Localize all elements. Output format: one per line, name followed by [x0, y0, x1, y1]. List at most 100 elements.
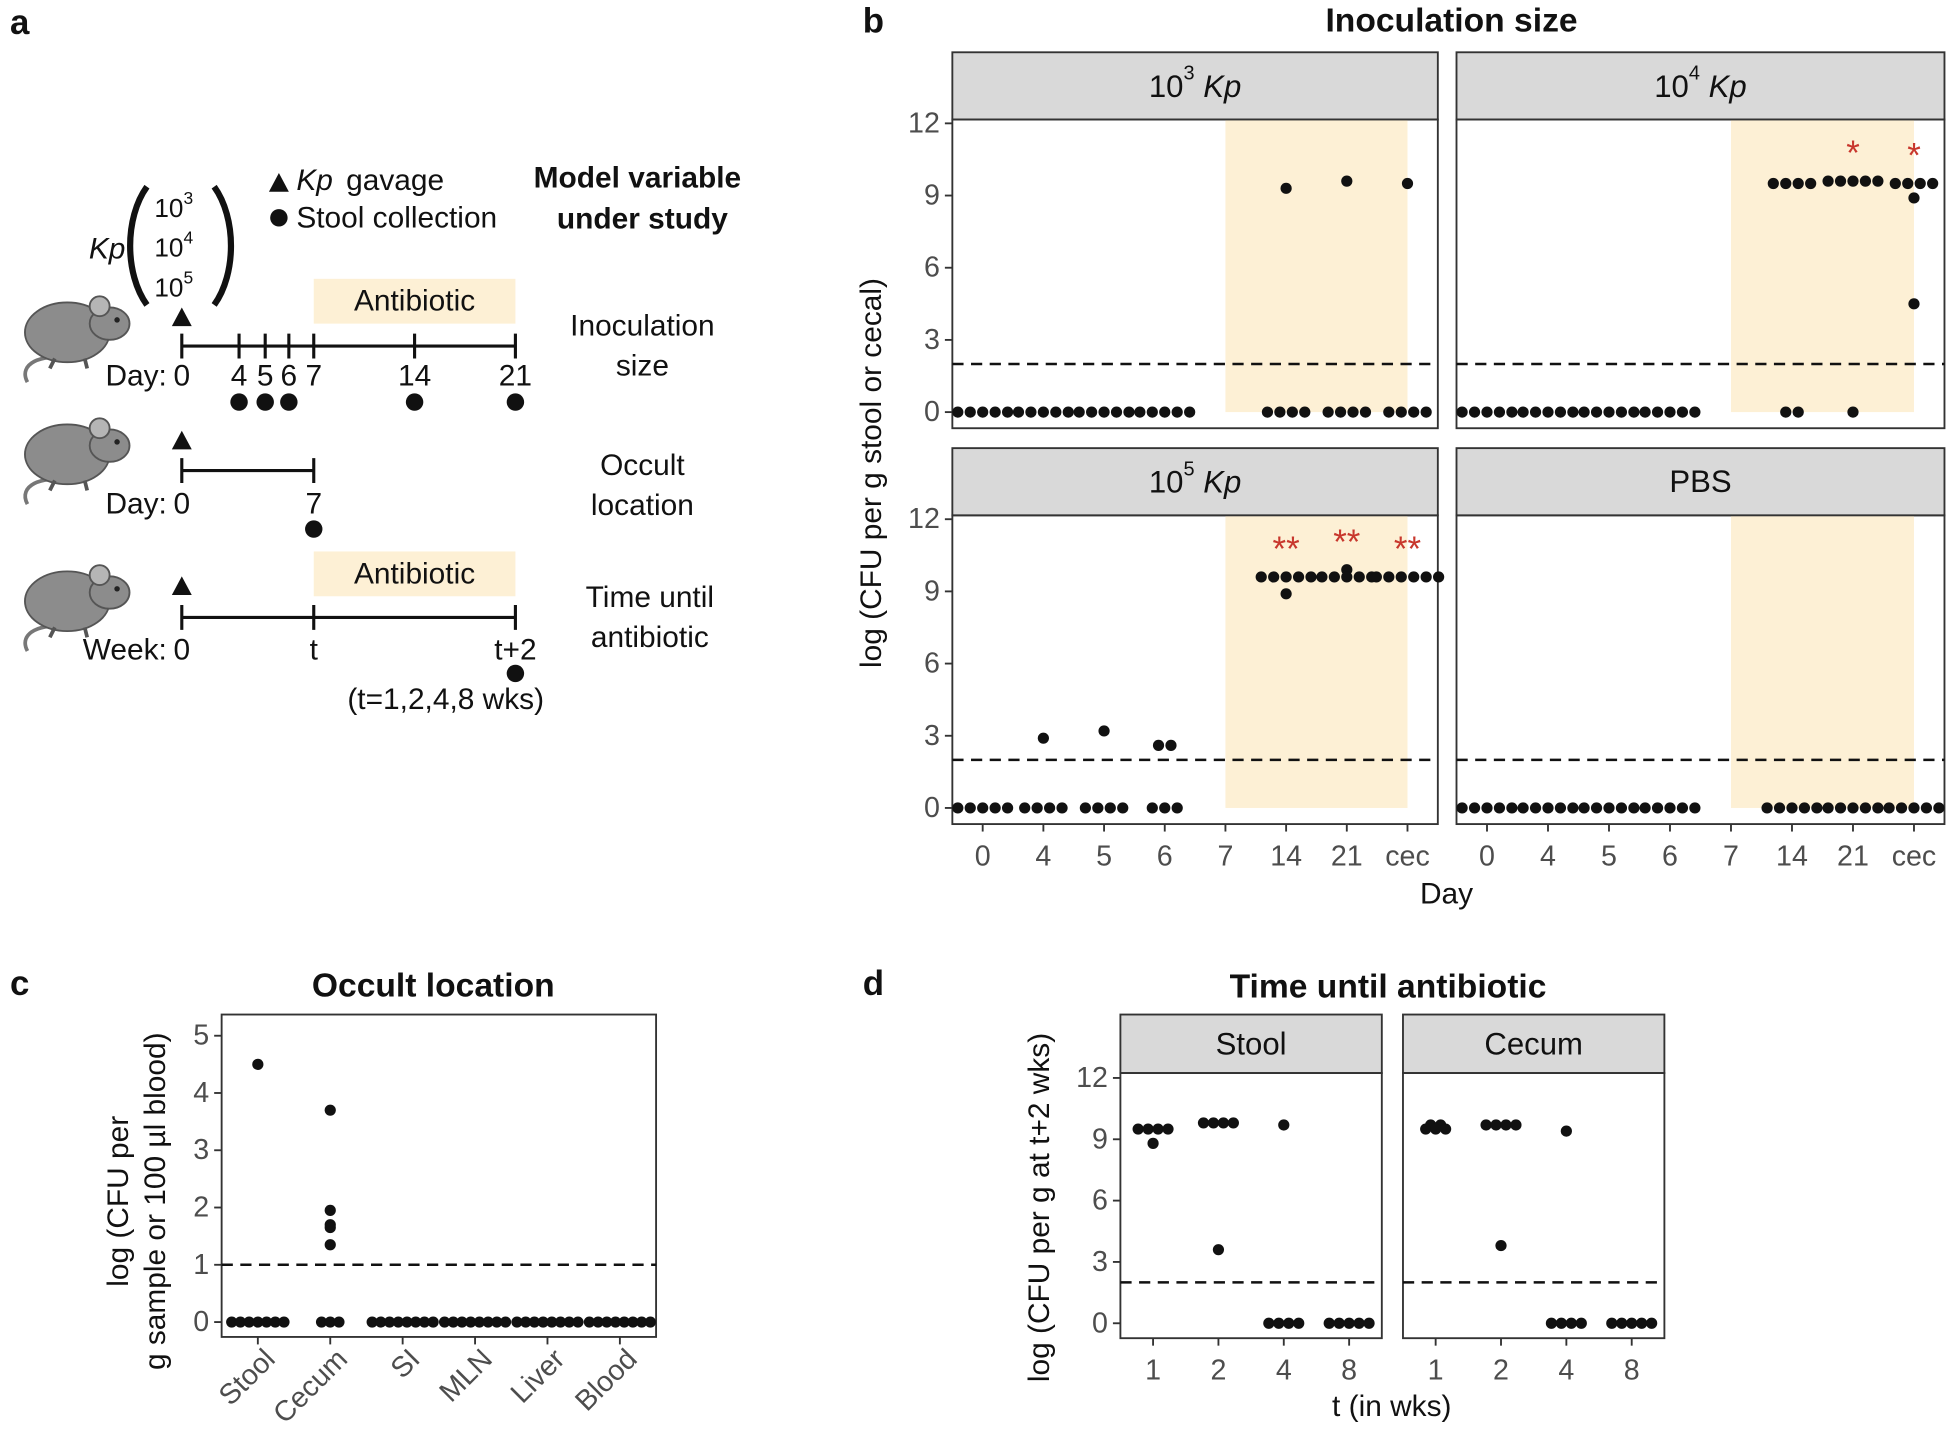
data-point — [1920, 802, 1933, 814]
data-point — [1616, 1317, 1628, 1329]
x-tick-label: cec — [1385, 840, 1430, 872]
data-point — [1430, 1123, 1442, 1135]
panel-label: a — [10, 3, 30, 42]
facet-title-base: 10 — [1654, 68, 1689, 103]
data-point — [1353, 571, 1365, 583]
y-tick-label: 1 — [193, 1249, 209, 1281]
variable-label: size — [616, 349, 669, 382]
significance-label: ** — [1394, 530, 1422, 569]
data-point — [1545, 1317, 1558, 1329]
data-point — [1433, 571, 1445, 583]
data-point — [1517, 802, 1529, 814]
x-tick-label: 8 — [1624, 1355, 1640, 1387]
data-point — [1333, 1317, 1345, 1329]
data-point — [1615, 802, 1628, 814]
y-tick-label: 0 — [193, 1306, 209, 1338]
data-point — [1328, 571, 1340, 583]
stool-symbol — [270, 209, 288, 227]
data-point — [554, 1316, 567, 1328]
data-point — [1278, 1119, 1290, 1131]
data-point — [410, 1316, 422, 1328]
data-point — [1506, 406, 1518, 418]
y-tick-label: 4 — [193, 1077, 209, 1109]
data-point — [1383, 406, 1395, 418]
y-axis-label: log (CFU per g stool or cecal) — [855, 278, 888, 668]
x-tick-label: 5 — [1096, 840, 1112, 872]
data-point — [1292, 571, 1305, 583]
data-point — [1134, 406, 1146, 418]
data-point — [315, 1316, 328, 1328]
data-point — [563, 1316, 575, 1328]
data-point — [952, 802, 964, 814]
data-point — [1798, 802, 1811, 814]
data-point — [1420, 571, 1432, 583]
x-tick-label: 6 — [1662, 840, 1678, 872]
data-point — [528, 1316, 540, 1328]
antibiotic-label: Antibiotic — [354, 285, 475, 318]
data-point — [1255, 571, 1267, 583]
data-point — [438, 1316, 451, 1328]
data-point — [1889, 177, 1901, 190]
antibiotic-box — [313, 278, 516, 324]
data-point — [1162, 1123, 1174, 1135]
data-point — [1493, 406, 1506, 418]
data-point — [1565, 1317, 1577, 1329]
data-point — [1420, 1123, 1432, 1135]
data-point — [1098, 406, 1110, 418]
timeline-tick: t — [310, 633, 319, 666]
data-point — [1639, 802, 1651, 814]
data-point — [1334, 406, 1347, 418]
data-point — [1420, 406, 1432, 418]
data-point — [989, 802, 1001, 814]
gavage-symbol — [171, 307, 192, 327]
timeline-tick: 5 — [257, 359, 274, 392]
antibiotic-shading — [1225, 119, 1408, 413]
data-point — [1615, 406, 1628, 418]
facet-title: 105 Kp — [1149, 458, 1241, 499]
variable-label: Time until — [586, 581, 714, 614]
data-point — [520, 1316, 532, 1328]
data-point — [324, 1239, 336, 1251]
significance-label: ** — [1273, 530, 1301, 569]
x-tick-label: 4 — [1276, 1355, 1292, 1387]
plot-frame — [1119, 1072, 1383, 1340]
data-point — [964, 406, 976, 418]
y-tick-label: 0 — [924, 396, 940, 428]
data-point — [1517, 406, 1529, 418]
data-point — [1859, 175, 1872, 187]
data-point — [546, 1316, 558, 1328]
plot-frame — [951, 514, 1439, 826]
data-point — [1370, 571, 1382, 583]
data-point — [1481, 406, 1493, 418]
data-point — [1468, 802, 1481, 814]
data-point — [1273, 1317, 1285, 1329]
facet-title: 104 Kp — [1654, 62, 1746, 103]
x-tick-label: 6 — [1157, 840, 1173, 872]
legend-organism: Kp — [296, 164, 333, 197]
plot-frame — [951, 118, 1439, 430]
x-tick-label: 14 — [1776, 840, 1808, 872]
data-point — [1606, 1317, 1618, 1329]
gavage-symbol — [171, 430, 192, 450]
data-point — [1341, 571, 1353, 583]
data-point — [1280, 588, 1292, 600]
data-point — [1578, 406, 1590, 418]
data-point — [324, 1104, 336, 1116]
variable-header: under study — [557, 203, 728, 236]
data-point — [537, 1316, 549, 1328]
data-point — [1383, 571, 1395, 583]
data-point — [324, 1204, 336, 1216]
facet-title-exp: 3 — [1183, 62, 1194, 84]
y-tick-label: 0 — [1092, 1307, 1108, 1339]
timeline-tick: 0 — [173, 488, 190, 521]
x-tick-label: 7 — [1217, 840, 1233, 872]
data-point — [1773, 802, 1786, 814]
data-point — [1146, 802, 1158, 814]
timeline-tick: 0 — [173, 633, 190, 666]
antibiotic-shading — [1225, 515, 1408, 808]
data-point — [1359, 406, 1372, 418]
timeline — [180, 604, 517, 630]
significance-label: * — [1907, 137, 1921, 176]
data-point — [1872, 802, 1884, 814]
